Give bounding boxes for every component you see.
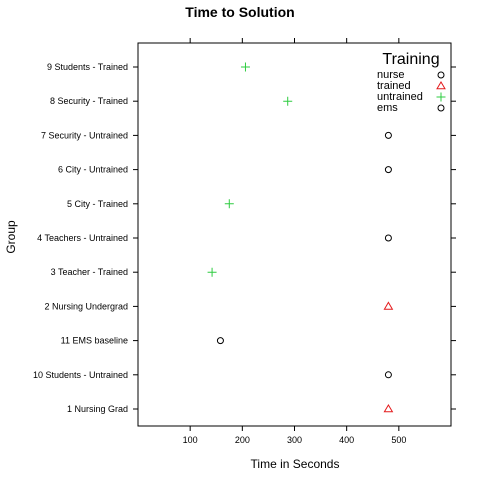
legend-entry-label: trained [377,80,411,92]
x-axis-label: Time in Seconds [251,457,340,471]
data-points [207,62,394,413]
data-point-circle [384,371,392,379]
legend-entry-label: nurse [377,69,405,81]
legend-symbol-circle [437,104,445,112]
x-tick-label: 200 [235,435,250,445]
legend-entry-label: ems [377,102,398,114]
category-label: 6 City - Untrained [58,165,128,175]
axis-ticks: 100 200 300 400 500 [183,38,406,445]
category-label: 5 City - Trained [67,199,128,209]
data-point-circle [384,131,392,139]
legend-symbol-triangle [436,81,446,90]
y-axis-label: Group [4,220,18,254]
x-tick-label: 100 [183,435,198,445]
x-tick-label: 300 [287,435,302,445]
data-point-plus [240,62,250,72]
legend-entry-label: untrained [377,91,423,103]
data-point-triangle [383,404,394,413]
legend-title: Training [382,51,439,68]
data-point-plus [283,96,293,106]
category-label: 7 Security - Untrained [41,130,128,140]
data-point-plus [207,267,217,277]
category-label: 2 Nursing Undergrad [44,301,128,311]
data-point-circle [384,166,392,174]
category-label: 9 Students - Trained [47,62,128,72]
legend-symbol-circle [437,71,445,79]
data-point-circle [216,337,224,345]
x-tick-label: 400 [339,435,354,445]
chart-title: Time to Solution [185,4,294,20]
category-label: 4 Teachers - Untrained [37,233,128,243]
category-labels: 1 Nursing Grad 10 Students - Untrained 11 … [33,62,456,414]
legend-symbol-plus [436,92,446,102]
data-point-circle [384,234,392,242]
category-label: 1 Nursing Grad [67,404,128,414]
category-label: 8 Security - Trained [50,96,128,106]
data-point-plus [224,199,234,209]
x-tick-label: 500 [391,435,406,445]
category-label: 11 EMS baseline [61,336,128,346]
category-label: 3 Teacher - Trained [51,267,128,277]
category-label: 10 Students - Untrained [33,370,128,380]
data-point-triangle [383,301,394,310]
